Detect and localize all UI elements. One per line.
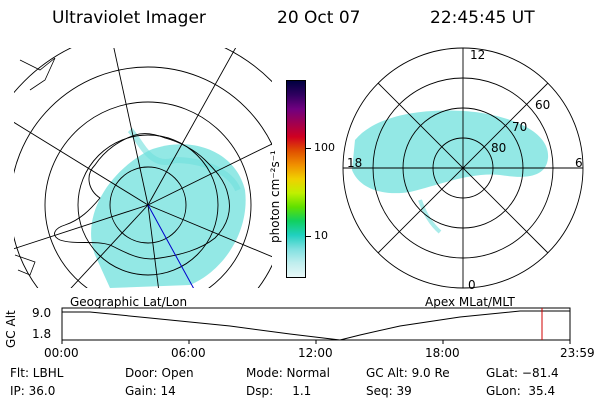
colorbar-tick-100: 100 <box>314 141 335 154</box>
mlt-label-12: 12 <box>470 48 486 62</box>
geographic-map-label: Geographic Lat/Lon <box>70 295 188 309</box>
status-mode: Mode: Normal <box>246 366 330 380</box>
time-label: 22:45:45 UT <box>430 8 535 28</box>
status-gain: Gain: 14 <box>125 384 176 398</box>
mlt-label-0: 0 <box>468 278 476 292</box>
status-seq: Seq: 39 <box>366 384 412 398</box>
status-glat: GLat: −81.4 <box>486 366 559 380</box>
mlt-label-18: 18 <box>347 156 363 170</box>
colorbar-tick-10: 10 <box>314 229 328 242</box>
continent-outline <box>54 133 230 260</box>
status-gc-alt: GC Alt: 9.0 Re <box>366 366 450 380</box>
colorbar <box>286 80 306 278</box>
timeline-xtick-4: 23:59 <box>560 346 595 360</box>
timeline-xtick-0: 00:00 <box>44 346 79 360</box>
apex-map-label: Apex MLat/MLT <box>425 295 515 309</box>
timeline-ytick-9: 9.0 <box>32 306 52 320</box>
status-glon: GLon: 35.4 <box>486 384 556 398</box>
aurora-emission-right <box>352 110 549 194</box>
timeline-xtick-2: 12:00 <box>298 346 333 360</box>
lat-label-70: 70 <box>512 120 528 134</box>
lat-label-80: 80 <box>491 141 507 155</box>
status-filter: Flt: LBHL <box>10 366 64 380</box>
timeline-xtick-3: 18:00 <box>425 346 460 360</box>
date-label: 20 Oct 07 <box>277 8 361 28</box>
instrument-title: Ultraviolet Imager <box>52 8 206 28</box>
status-door: Door: Open <box>125 366 194 380</box>
timeline-ytick-1: 1.8 <box>32 327 52 341</box>
lat-label-60: 60 <box>535 98 551 112</box>
mlt-label-6: 6 <box>575 156 583 170</box>
status-ip: IP: 36.0 <box>10 384 56 398</box>
status-dsp: Dsp: 1.1 <box>246 384 312 398</box>
timeline-xtick-1: 06:00 <box>171 346 206 360</box>
aurora-emission-left <box>91 144 246 288</box>
